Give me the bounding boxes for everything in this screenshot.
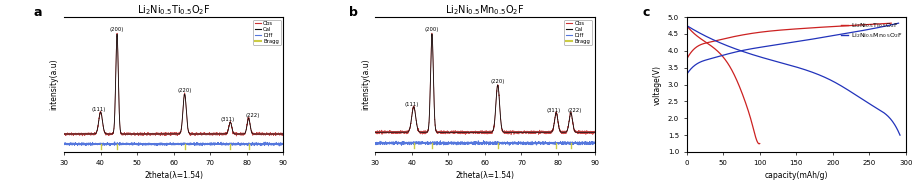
Legend: Obs, Cal, Diff, Bragg: Obs, Cal, Diff, Bragg — [565, 20, 592, 45]
Text: (220): (220) — [178, 88, 192, 93]
Legend: Li$_2$Ni$_{0.5}$Ti$_{0.5}$O$_2$F, Li$_2$Ni$_{0.5}$Mn$_{0.5}$O$_2$F: Li$_2$Ni$_{0.5}$Ti$_{0.5}$O$_2$F, Li$_2$… — [840, 20, 903, 41]
X-axis label: 2theta(λ=1.54): 2theta(λ=1.54) — [145, 171, 203, 180]
Text: c: c — [642, 6, 651, 19]
Y-axis label: voltage(V): voltage(V) — [653, 65, 662, 105]
Text: (220): (220) — [490, 79, 505, 84]
X-axis label: capacity(mAh/g): capacity(mAh/g) — [765, 171, 828, 180]
Text: (311): (311) — [546, 108, 560, 113]
Text: (111): (111) — [92, 107, 106, 112]
Text: (311): (311) — [221, 117, 234, 122]
Title: Li$_2$Ni$_{0.5}$Mn$_{0.5}$O$_2$F: Li$_2$Ni$_{0.5}$Mn$_{0.5}$O$_2$F — [446, 3, 524, 17]
Text: (222): (222) — [567, 108, 582, 113]
Text: (200): (200) — [425, 27, 439, 32]
X-axis label: 2theta(λ=1.54): 2theta(λ=1.54) — [456, 171, 514, 180]
Text: a: a — [33, 6, 42, 19]
Y-axis label: intensity(a.u): intensity(a.u) — [361, 59, 370, 110]
Y-axis label: intensity(a.u): intensity(a.u) — [49, 59, 59, 110]
Text: (200): (200) — [110, 27, 124, 32]
Legend: Obs, Cal, Diff, Bragg: Obs, Cal, Diff, Bragg — [253, 20, 281, 45]
Text: (222): (222) — [245, 113, 259, 118]
Title: Li$_2$Ni$_{0.5}$Ti$_{0.5}$O$_2$F: Li$_2$Ni$_{0.5}$Ti$_{0.5}$O$_2$F — [137, 3, 210, 17]
Text: b: b — [349, 6, 358, 19]
Text: (111): (111) — [404, 102, 419, 107]
